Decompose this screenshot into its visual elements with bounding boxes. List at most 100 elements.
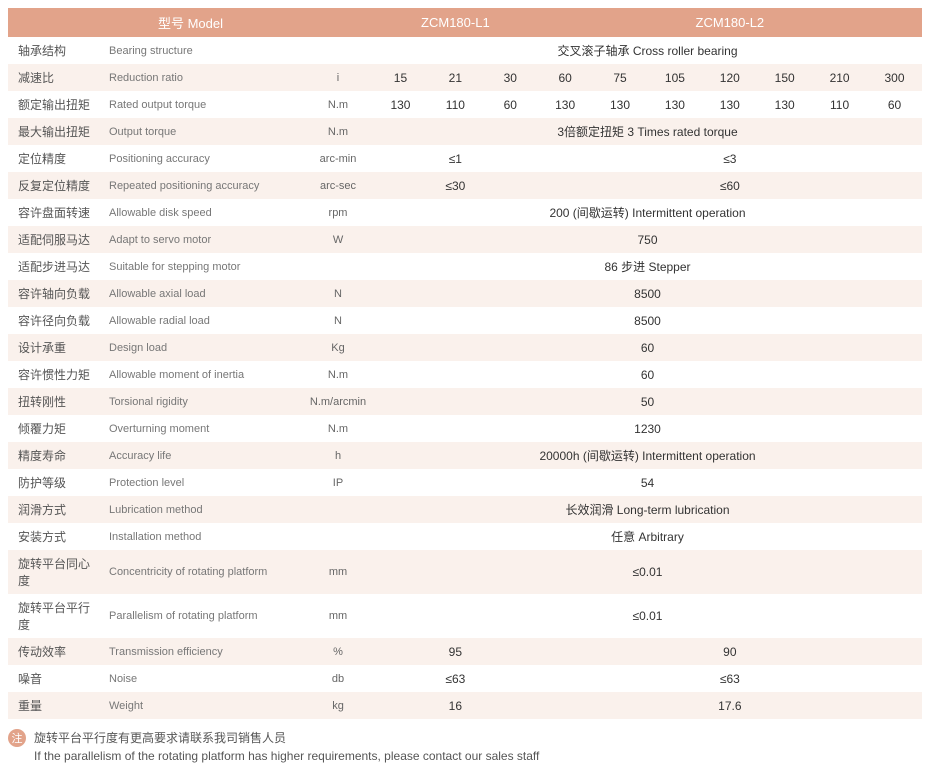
- table-row: 容许径向负载Allowable radial loadN8500: [8, 307, 922, 334]
- label-en: Parallelism of rotating platform: [103, 594, 303, 638]
- label-en: Protection level: [103, 469, 303, 496]
- value-all: 8500: [373, 307, 922, 334]
- note-cn: 旋转平台平行度有更高要求请联系我司销售人员: [34, 729, 539, 747]
- unit: Kg: [303, 334, 373, 361]
- table-row: 倾覆力矩Overturning momentN.m1230: [8, 415, 922, 442]
- note-en: If the parallelism of the rotating platf…: [34, 747, 539, 765]
- header-l1: ZCM180-L1: [373, 8, 538, 37]
- value-l2-cell: 75: [593, 64, 648, 91]
- label-cn: 适配伺服马达: [8, 226, 103, 253]
- value-all: 长效润滑 Long-term lubrication: [373, 496, 922, 523]
- table-row: 额定输出扭矩Rated output torqueN.m130110601301…: [8, 91, 922, 118]
- unit: [303, 37, 373, 64]
- label-en: Repeated positioning accuracy: [103, 172, 303, 199]
- table-row: 容许惯性力矩Allowable moment of inertiaN.m60: [8, 361, 922, 388]
- value-all: ≤0.01: [373, 594, 922, 638]
- label-en: Installation method: [103, 523, 303, 550]
- label-en: Transmission efficiency: [103, 638, 303, 665]
- value-l2-cell: 210: [812, 64, 867, 91]
- unit: db: [303, 665, 373, 692]
- label-cn: 精度寿命: [8, 442, 103, 469]
- unit: arc-min: [303, 145, 373, 172]
- label-cn: 容许径向负载: [8, 307, 103, 334]
- unit: rpm: [303, 199, 373, 226]
- unit: mm: [303, 594, 373, 638]
- value-l1: ≤30: [373, 172, 538, 199]
- label-cn: 定位精度: [8, 145, 103, 172]
- label-cn: 扭转刚性: [8, 388, 103, 415]
- value-l2-cell: 130: [757, 91, 812, 118]
- table-row: 安装方式Installation method任意 Arbitrary: [8, 523, 922, 550]
- label-en: Allowable radial load: [103, 307, 303, 334]
- value-all: ≤0.01: [373, 550, 922, 594]
- value-l2-cell: 60: [867, 91, 922, 118]
- header-l2: ZCM180-L2: [538, 8, 922, 37]
- label-en: Rated output torque: [103, 91, 303, 118]
- header-row: 型号 Model ZCM180-L1 ZCM180-L2: [8, 8, 922, 37]
- table-row: 适配伺服马达Adapt to servo motorW750: [8, 226, 922, 253]
- unit: N.m: [303, 415, 373, 442]
- unit: W: [303, 226, 373, 253]
- label-cn: 防护等级: [8, 469, 103, 496]
- value-l2: ≤60: [538, 172, 922, 199]
- unit: [303, 523, 373, 550]
- unit: %: [303, 638, 373, 665]
- label-en: Allowable moment of inertia: [103, 361, 303, 388]
- label-cn: 轴承结构: [8, 37, 103, 64]
- value-all: 8500: [373, 280, 922, 307]
- label-cn: 重量: [8, 692, 103, 719]
- value-all: 任意 Arbitrary: [373, 523, 922, 550]
- table-row: 旋转平台同心度Concentricity of rotating platfor…: [8, 550, 922, 594]
- label-cn: 容许轴向负载: [8, 280, 103, 307]
- label-cn: 最大输出扭矩: [8, 118, 103, 145]
- value-l1: 95: [373, 638, 538, 665]
- value-l2-cell: 300: [867, 64, 922, 91]
- value-all: 50: [373, 388, 922, 415]
- label-cn: 传动效率: [8, 638, 103, 665]
- unit: N: [303, 307, 373, 334]
- table-row: 适配步进马达Suitable for stepping motor 86 步进 S…: [8, 253, 922, 280]
- table-row: 容许轴向负载Allowable axial loadN8500: [8, 280, 922, 307]
- label-en: Concentricity of rotating platform: [103, 550, 303, 594]
- unit: IP: [303, 469, 373, 496]
- header-model: 型号 Model: [8, 8, 373, 37]
- label-en: Allowable axial load: [103, 280, 303, 307]
- table-row: 减速比Reduction ratioi152130607510512015021…: [8, 64, 922, 91]
- table-row: 噪音Noisedb≤63≤63: [8, 665, 922, 692]
- value-l2: ≤3: [538, 145, 922, 172]
- label-cn: 适配步进马达: [8, 253, 103, 280]
- table-row: 润滑方式Lubrication method长效润滑 Long-term lub…: [8, 496, 922, 523]
- label-cn: 容许盘面转速: [8, 199, 103, 226]
- value-l1-cell: 15: [373, 64, 428, 91]
- table-row: 设计承重Design loadKg60: [8, 334, 922, 361]
- unit: [303, 253, 373, 280]
- unit: i: [303, 64, 373, 91]
- value-l2: 90: [538, 638, 922, 665]
- label-en: Output torque: [103, 118, 303, 145]
- label-en: Suitable for stepping motor: [103, 253, 303, 280]
- value-all: 86 步进 Stepper: [373, 253, 922, 280]
- label-cn: 旋转平台同心度: [8, 550, 103, 594]
- table-row: 定位精度Positioning accuracyarc-min≤1≤3: [8, 145, 922, 172]
- label-en: Weight: [103, 692, 303, 719]
- spec-table: 型号 Model ZCM180-L1 ZCM180-L2 轴承结构Bearing…: [8, 8, 922, 719]
- label-en: Bearing structure: [103, 37, 303, 64]
- unit: N.m: [303, 91, 373, 118]
- value-l2-cell: 130: [702, 91, 757, 118]
- value-l1-cell: 21: [428, 64, 483, 91]
- table-row: 轴承结构Bearing structure交叉滚子轴承 Cross roller…: [8, 37, 922, 64]
- value-l2: ≤63: [538, 665, 922, 692]
- value-l2-cell: 150: [757, 64, 812, 91]
- footnote: 注 旋转平台平行度有更高要求请联系我司销售人员 If the paralleli…: [8, 729, 922, 765]
- label-cn: 倾覆力矩: [8, 415, 103, 442]
- value-l2: 17.6: [538, 692, 922, 719]
- value-l2-cell: 60: [538, 64, 593, 91]
- value-l2-cell: 130: [593, 91, 648, 118]
- label-en: Positioning accuracy: [103, 145, 303, 172]
- label-en: Reduction ratio: [103, 64, 303, 91]
- value-l1-cell: 30: [483, 64, 538, 91]
- unit: [303, 496, 373, 523]
- value-l1-cell: 60: [483, 91, 538, 118]
- table-row: 旋转平台平行度Parallelism of rotating platformm…: [8, 594, 922, 638]
- value-all: 1230: [373, 415, 922, 442]
